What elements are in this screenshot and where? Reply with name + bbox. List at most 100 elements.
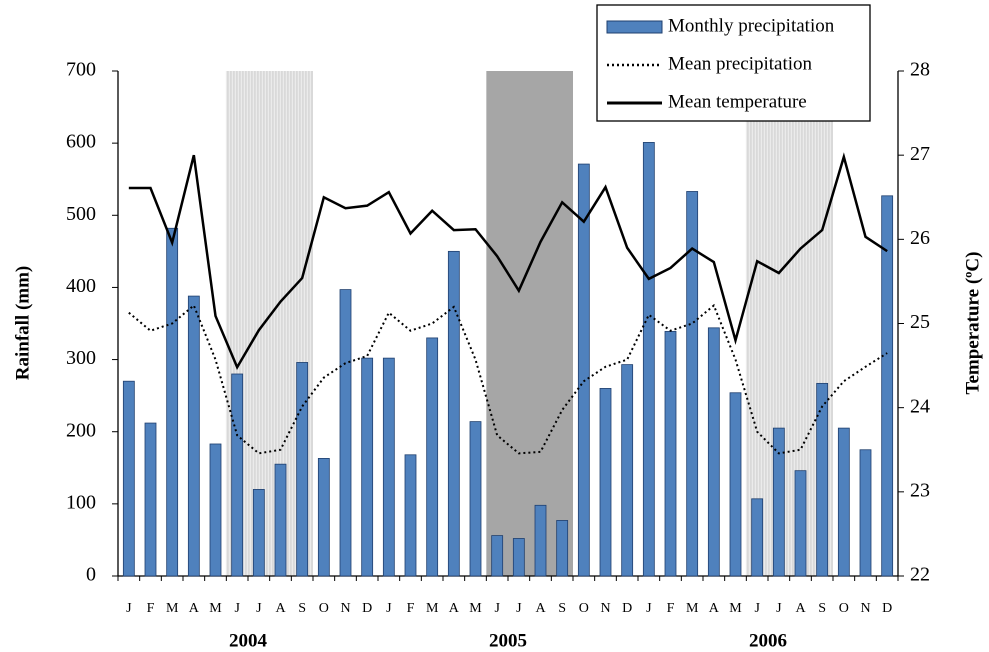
x-tick-label: F bbox=[667, 601, 675, 616]
y2-tick-label: 28 bbox=[910, 59, 930, 81]
y2-tick-label: 22 bbox=[910, 564, 930, 586]
bar bbox=[166, 227, 179, 577]
bar bbox=[859, 449, 872, 577]
line bbox=[128, 152, 888, 371]
year-label: 2006 bbox=[749, 630, 787, 651]
bar bbox=[296, 362, 309, 577]
x-tick-label: M bbox=[426, 601, 439, 616]
bar bbox=[881, 195, 894, 577]
x-tick-label: M bbox=[729, 601, 742, 616]
x-tick-label: J bbox=[126, 601, 132, 616]
y-tick-label: 100 bbox=[66, 491, 96, 513]
y-axis-title: Rainfall (mm) bbox=[12, 266, 33, 381]
bar bbox=[599, 388, 612, 577]
bar bbox=[534, 504, 547, 577]
bar bbox=[794, 470, 807, 577]
bar bbox=[772, 427, 785, 577]
bar bbox=[469, 421, 482, 577]
legend-swatch bbox=[606, 20, 663, 34]
x-tick-label: D bbox=[882, 601, 892, 616]
x-tick-label: A bbox=[795, 601, 806, 616]
x-tick-label: S bbox=[558, 601, 566, 616]
bar bbox=[447, 250, 460, 577]
bar bbox=[686, 191, 699, 577]
bar bbox=[642, 142, 655, 577]
bar bbox=[252, 489, 265, 577]
legend-label: Mean precipitation bbox=[668, 53, 813, 74]
x-tick-label: J bbox=[754, 601, 760, 616]
x-tick-label: O bbox=[319, 601, 329, 616]
y-tick-label: 600 bbox=[66, 131, 96, 153]
bar bbox=[144, 422, 157, 577]
x-tick-label: A bbox=[189, 601, 200, 616]
x-tick-label: N bbox=[600, 601, 610, 616]
y2-tick-label: 24 bbox=[910, 395, 930, 417]
x-tick-label: S bbox=[818, 601, 826, 616]
y2-tick-label: 23 bbox=[910, 479, 930, 501]
x-tick-label: F bbox=[147, 601, 155, 616]
legend-label: Monthly precipitation bbox=[668, 15, 835, 36]
x-tick-label: N bbox=[340, 601, 350, 616]
shaded-period bbox=[486, 71, 573, 576]
y2-tick-label: 27 bbox=[910, 143, 930, 165]
bar bbox=[404, 454, 417, 577]
x-tick-label: J bbox=[516, 601, 522, 616]
x-tick-label: J bbox=[646, 601, 652, 616]
x-tick-label: A bbox=[449, 601, 460, 616]
x-tick-label: M bbox=[166, 601, 179, 616]
x-tick-label: M bbox=[686, 601, 699, 616]
bar bbox=[187, 295, 200, 577]
bar bbox=[317, 458, 330, 577]
bar bbox=[751, 498, 764, 577]
bar bbox=[621, 364, 634, 577]
x-tick-label: D bbox=[622, 601, 632, 616]
bar bbox=[577, 163, 590, 577]
x-tick-label: A bbox=[709, 601, 720, 616]
x-tick-label: S bbox=[298, 601, 306, 616]
x-tick-label: J bbox=[494, 601, 500, 616]
y2-axis-title: Temperature (ºC) bbox=[962, 252, 983, 395]
x-tick-label: A bbox=[275, 601, 286, 616]
bar bbox=[707, 327, 720, 577]
x-tick-label: N bbox=[860, 601, 870, 616]
bar bbox=[274, 463, 287, 577]
bar bbox=[382, 357, 395, 577]
bar bbox=[209, 443, 222, 577]
year-label: 2005 bbox=[489, 630, 527, 651]
x-tick-label: J bbox=[776, 601, 782, 616]
bar bbox=[729, 392, 742, 577]
year-label: 2004 bbox=[229, 630, 268, 651]
y-tick-label: 500 bbox=[66, 203, 96, 225]
line bbox=[128, 303, 888, 455]
x-tick-label: O bbox=[839, 601, 849, 616]
bar bbox=[816, 382, 829, 577]
bar bbox=[837, 427, 850, 577]
bar bbox=[339, 289, 352, 577]
y-tick-label: 300 bbox=[66, 347, 96, 369]
x-tick-label: O bbox=[579, 601, 589, 616]
bar bbox=[491, 535, 504, 577]
x-tick-label: A bbox=[535, 601, 546, 616]
x-tick-label: D bbox=[362, 601, 372, 616]
bar bbox=[122, 380, 135, 577]
y-tick-label: 700 bbox=[66, 59, 96, 81]
bar bbox=[426, 337, 439, 577]
x-tick-label: J bbox=[234, 601, 240, 616]
x-tick-label: F bbox=[407, 601, 415, 616]
bar bbox=[556, 520, 569, 577]
x-tick-label: M bbox=[209, 601, 222, 616]
x-tick-label: J bbox=[386, 601, 392, 616]
legend-label: Mean temperature bbox=[668, 91, 807, 112]
x-tick-label: M bbox=[469, 601, 482, 616]
x-tick-label: J bbox=[256, 601, 262, 616]
y-tick-label: 200 bbox=[66, 419, 96, 441]
bar bbox=[231, 373, 244, 577]
y2-tick-label: 25 bbox=[910, 311, 930, 333]
y2-tick-label: 26 bbox=[910, 227, 930, 249]
y-tick-label: 0 bbox=[86, 564, 96, 586]
bar bbox=[361, 357, 374, 577]
y-tick-label: 400 bbox=[66, 275, 96, 297]
bar bbox=[664, 331, 677, 577]
bar bbox=[512, 538, 525, 577]
